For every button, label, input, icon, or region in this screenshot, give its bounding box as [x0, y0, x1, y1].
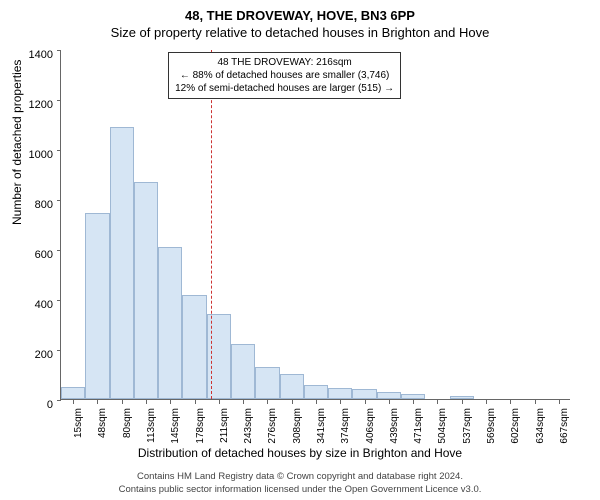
- xtick-mark: [462, 400, 463, 404]
- histogram-bar: [401, 394, 425, 400]
- xtick-mark: [243, 400, 244, 404]
- plot-area: 020040060080010001200140015sqm48sqm80sqm…: [60, 50, 570, 400]
- ytick-mark: [57, 50, 61, 51]
- xtick-mark: [535, 400, 536, 404]
- xtick-mark: [486, 400, 487, 404]
- annotation-box: 48 THE DROVEWAY: 216sqm← 88% of detached…: [168, 52, 401, 99]
- xtick-mark: [389, 400, 390, 404]
- histogram-bar: [134, 182, 158, 400]
- ytick-label: 200: [13, 349, 53, 361]
- histogram-bar: [231, 344, 255, 399]
- xtick-mark: [73, 400, 74, 404]
- ytick-label: 1400: [13, 49, 53, 61]
- annotation-line1: 48 THE DROVEWAY: 216sqm: [175, 56, 394, 69]
- histogram-bar: [280, 374, 304, 399]
- ytick-mark: [57, 400, 61, 401]
- histogram-bar: [61, 387, 85, 400]
- ytick-label: 400: [13, 299, 53, 311]
- chart-title-sub: Size of property relative to detached ho…: [0, 23, 600, 40]
- xtick-mark: [316, 400, 317, 404]
- x-axis-label: Distribution of detached houses by size …: [0, 446, 600, 460]
- histogram-bar: [182, 295, 206, 399]
- xtick-mark: [219, 400, 220, 404]
- histogram-bar: [158, 247, 182, 400]
- ytick-mark: [57, 350, 61, 351]
- ytick-mark: [57, 200, 61, 201]
- xtick-mark: [267, 400, 268, 404]
- ytick-label: 600: [13, 249, 53, 261]
- xtick-mark: [510, 400, 511, 404]
- ytick-mark: [57, 250, 61, 251]
- annotation-line2: ← 88% of detached houses are smaller (3,…: [175, 69, 394, 82]
- xtick-mark: [170, 400, 171, 404]
- xtick-mark: [340, 400, 341, 404]
- footer-line2: Contains public sector information licen…: [0, 484, 600, 496]
- chart-title-main: 48, THE DROVEWAY, HOVE, BN3 6PP: [0, 0, 600, 23]
- ytick-mark: [57, 150, 61, 151]
- xtick-mark: [97, 400, 98, 404]
- xtick-mark: [437, 400, 438, 404]
- annotation-line3: 12% of semi-detached houses are larger (…: [175, 82, 394, 95]
- histogram-bar: [377, 392, 401, 400]
- histogram-bar: [328, 388, 352, 399]
- xtick-mark: [365, 400, 366, 404]
- histogram-bar: [85, 213, 109, 399]
- histogram-bar: [352, 389, 376, 399]
- ytick-label: 800: [13, 199, 53, 211]
- ytick-mark: [57, 300, 61, 301]
- reference-line: [211, 50, 212, 399]
- xtick-mark: [292, 400, 293, 404]
- histogram-bar: [304, 385, 328, 400]
- histogram-bar: [110, 127, 134, 400]
- footer: Contains HM Land Registry data © Crown c…: [0, 471, 600, 496]
- xtick-mark: [413, 400, 414, 404]
- histogram-bar: [207, 314, 231, 399]
- xtick-mark: [195, 400, 196, 404]
- chart-container: 020040060080010001200140015sqm48sqm80sqm…: [60, 50, 570, 400]
- ytick-label: 0: [13, 399, 53, 411]
- xtick-mark: [146, 400, 147, 404]
- histogram-bar: [255, 367, 279, 400]
- histogram-bar: [450, 396, 474, 399]
- ytick-label: 1000: [13, 149, 53, 161]
- footer-line1: Contains HM Land Registry data © Crown c…: [0, 471, 600, 483]
- xtick-mark: [122, 400, 123, 404]
- ytick-mark: [57, 100, 61, 101]
- ytick-label: 1200: [13, 99, 53, 111]
- xtick-mark: [559, 400, 560, 404]
